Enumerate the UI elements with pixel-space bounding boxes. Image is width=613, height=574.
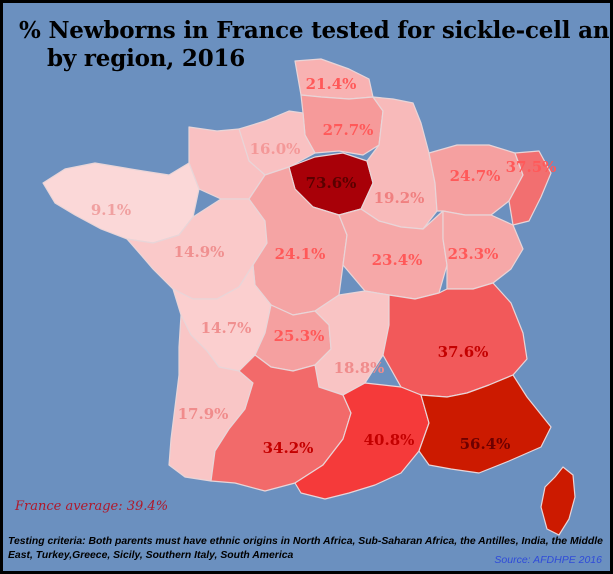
region-label-ile-de-france: 73.6% <box>306 174 357 192</box>
region-label-picardie: 27.7% <box>323 121 374 139</box>
region-label-provence-alpes-cote-dazur: 56.4% <box>460 435 511 453</box>
region-label-languedoc-roussillon: 40.8% <box>364 431 415 449</box>
region-franche-comte <box>442 210 524 290</box>
region-label-haute-normandie: 16.0% <box>250 140 301 158</box>
region-label-aquitaine: 17.9% <box>178 405 229 423</box>
testing-criteria-note: Testing criteria: Both parents must have… <box>8 536 603 561</box>
region-label-poitou-charentes: 14.7% <box>201 319 252 337</box>
region-label-bretagne: 9.1% <box>91 201 131 219</box>
region-label-centre: 24.1% <box>275 245 326 263</box>
map-title-line-1: % Newborns in France tested for sickle-c… <box>19 17 613 44</box>
region-label-pays-de-la-loire: 14.9% <box>174 243 225 261</box>
source-credit: Source: AFDHPE 2016 <box>494 554 602 566</box>
region-rhone-alpes <box>382 282 528 398</box>
france-choropleth-map: 21.4% 27.7% 73.6% 16.0% 9.1% 14.9% 24.1% 19.2% 2… <box>42 58 576 536</box>
region-lorraine <box>428 144 524 216</box>
region-label-auvergne: 18.8% <box>334 359 385 377</box>
region-label-lorraine: 24.7% <box>450 167 501 185</box>
region-label-midi-pyrenees: 34.2% <box>263 439 314 457</box>
region-languedoc-roussillon <box>294 382 430 500</box>
region-label-champagne-ardenne: 19.2% <box>374 189 425 207</box>
map-title-line-2: by region, 2016 <box>47 45 246 72</box>
region-provence-alpes-cote-dazur <box>418 374 552 474</box>
region-label-bourgogne: 23.4% <box>372 251 423 269</box>
region-corse <box>540 466 576 536</box>
france-average-note: France average: 39.4% <box>15 499 169 514</box>
region-alsace <box>508 150 552 226</box>
region-label-alsace: 37.5% <box>506 158 557 176</box>
region-label-limousin: 25.3% <box>274 327 325 345</box>
region-bretagne <box>42 162 200 244</box>
region-label-rhone-alpes: 37.6% <box>438 343 489 361</box>
region-label-nord-pas-de-calais: 21.4% <box>306 75 357 93</box>
region-label-franche-comte: 23.3% <box>448 245 499 263</box>
